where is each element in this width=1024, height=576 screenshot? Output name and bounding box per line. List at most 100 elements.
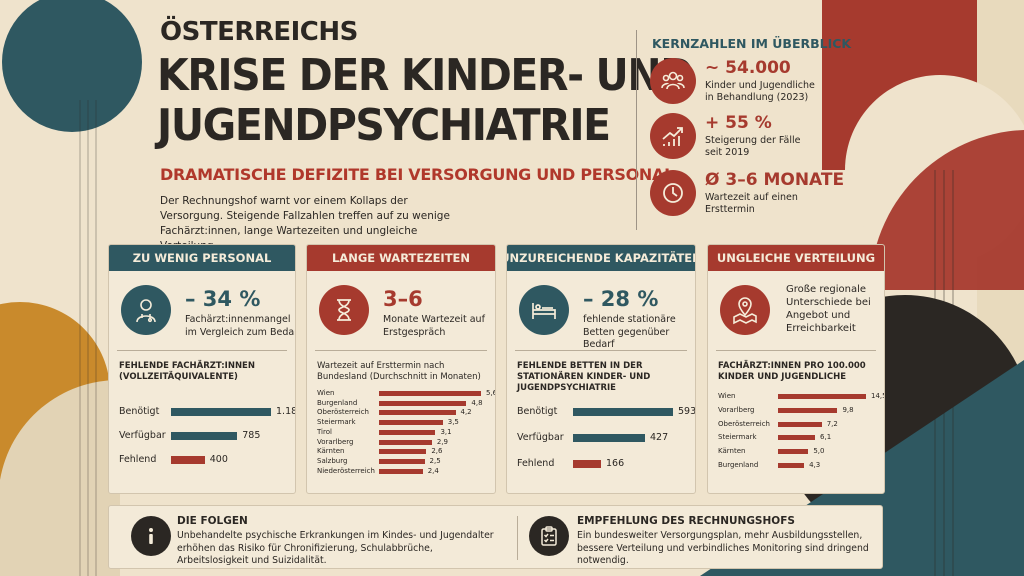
subtitle: DRAMATISCHE DEFIZITE BEI VERSORGUNG UND … xyxy=(160,165,674,184)
bar-category-label: Vorarlberg xyxy=(317,437,354,446)
bar-category-label: Tirol xyxy=(317,427,332,436)
bar-row: Tirol 3,1 xyxy=(317,427,487,437)
bar xyxy=(171,408,271,416)
bar-category-label: Wien xyxy=(718,392,736,400)
bar-category-label: Burgenland xyxy=(718,461,759,469)
card-wait-times: LANGE WARTEZEITEN 3–6 Monate Wartezeit a… xyxy=(306,244,496,494)
bar-value-label: 2,4 xyxy=(427,466,439,475)
key-figure-value: Ø 3–6 MONATE xyxy=(705,170,845,190)
consequences-title: DIE FOLGEN xyxy=(177,515,248,527)
bar-row: Burgenland 4,3 xyxy=(718,460,884,470)
bar-category-label: Niederösterreich xyxy=(317,466,375,475)
bar-row: Steiermark 6,1 xyxy=(718,432,884,442)
bar-row: Benötigt 593 xyxy=(517,405,695,419)
chart-title: FACHÄRZT:INNEN PRO 100.000 KINDER UND JU… xyxy=(718,361,866,382)
bar-row: Niederösterreich 2,4 xyxy=(317,466,487,476)
bar-row: Vorarlberg 9,8 xyxy=(718,405,884,415)
card-header: LANGE WARTEZEITEN xyxy=(307,245,495,271)
card-header: UNGLEICHE VERTEILUNG xyxy=(708,245,884,271)
chart-title: Wartezeit auf Ersttermin nach Bundesland… xyxy=(317,361,481,382)
card-header: UNZUREICHENDE KAPAZITÄTEN xyxy=(507,245,695,271)
bar-value-label: 4,8 xyxy=(471,398,483,407)
consequences-text: Unbehandelte psychische Erkrankungen im … xyxy=(177,530,494,566)
bar xyxy=(379,468,423,474)
bar-row: Steiermark 3,5 xyxy=(317,417,487,427)
bar-value-label: 5,6 xyxy=(486,389,495,397)
hourglass-icon xyxy=(319,285,369,335)
bar-category-label: Steiermark xyxy=(718,433,757,442)
bar-value-label: 3,5 xyxy=(447,418,459,427)
bar-category-label: Kärnten xyxy=(718,447,746,456)
bar-category-label: Burgenland xyxy=(317,398,358,407)
bar-category-label: Benötigt xyxy=(517,406,558,417)
card-value: – 28 % xyxy=(583,287,659,311)
info-icon xyxy=(131,516,171,556)
bar-value-label: 4,2 xyxy=(460,408,472,417)
bottom-info-bar: DIE FOLGEN Unbehandelte psychische Erkra… xyxy=(108,505,883,569)
recommendation-text: Ein bundesweiter Versorgungsplan, mehr A… xyxy=(577,530,869,566)
card-value: 3–6 xyxy=(383,287,423,311)
bottom-divider xyxy=(517,516,518,560)
bar-row: Burgenland 4,8 xyxy=(317,398,487,408)
bar xyxy=(379,410,456,416)
doctor-icon xyxy=(121,285,171,335)
bar-category-label: Fehlend xyxy=(119,454,157,465)
bar-category-label: Verfügbar xyxy=(119,430,166,441)
bar-category-label: Verfügbar xyxy=(517,432,564,443)
bar-value-label: 14,5 xyxy=(871,392,884,400)
bar-row: Oberösterreich 7,2 xyxy=(718,419,884,429)
bar xyxy=(171,456,205,464)
trend-up-icon xyxy=(650,113,696,159)
bar-category-label: Vorarlberg xyxy=(718,405,755,414)
bar-value-label: 2,6 xyxy=(431,447,443,456)
bar-row: Wien 14,5 xyxy=(718,391,884,401)
bar-value-label: 4,3 xyxy=(809,461,821,469)
bar xyxy=(379,400,467,406)
bar xyxy=(379,439,432,445)
bar-category-label: Salzburg xyxy=(317,456,348,465)
bar-value-label: 3,1 xyxy=(440,427,452,436)
bar-value-label: 427 xyxy=(650,432,669,443)
bar xyxy=(379,391,481,396)
bar xyxy=(573,460,601,468)
card-divider xyxy=(716,350,876,351)
card-value: – 34 % xyxy=(185,287,261,311)
bar xyxy=(171,432,238,440)
bar-value-label: 593 xyxy=(678,406,696,417)
bar-value-label: 1.185 xyxy=(276,406,295,417)
key-figures-divider xyxy=(636,30,637,230)
card-distribution: UNGLEICHE VERTEILUNG Große regionale Unt… xyxy=(707,244,885,494)
recommendation-title: EMPFEHLUNG DES RECHNUNGSHOFS xyxy=(577,515,795,527)
bar-category-label: Fehlend xyxy=(517,458,555,469)
card-capacity: UNZUREICHENDE KAPAZITÄTEN – 28 % fehlend… xyxy=(506,244,696,494)
card-staff: ZU WENIG PERSONAL – 34 % Fachärzt:innenm… xyxy=(108,244,296,494)
bed-icon xyxy=(519,285,569,335)
bar-row: Wien 5,6 xyxy=(317,388,495,398)
bar-row: Oberösterreich 4,2 xyxy=(317,407,487,417)
card-divider xyxy=(515,350,687,351)
bar-value-label: 166 xyxy=(605,458,625,469)
bar-value-label: 9,8 xyxy=(842,405,854,414)
key-figure-description: Wartezeit auf einen Ersttermin xyxy=(705,192,798,215)
kicker-title: ÖSTERREICHS xyxy=(160,17,358,47)
bar-row: Fehlend 166 xyxy=(517,457,687,471)
bar-category-label: Steiermark xyxy=(317,418,356,427)
bar-value-label: 2,9 xyxy=(436,437,448,446)
main-title-line-2: JUGENDPSYCHIATRIE xyxy=(157,100,611,151)
bar-row: Fehlend 400 xyxy=(119,453,289,467)
bar xyxy=(379,458,425,464)
bar-value-label: 6,1 xyxy=(820,433,832,442)
bar xyxy=(379,420,443,426)
bar-value-label: 785 xyxy=(242,430,261,441)
bar xyxy=(778,407,838,413)
bar-value-label: 400 xyxy=(209,454,228,465)
key-figure-value: ~ 54.000 xyxy=(705,58,791,78)
bar-category-label: Oberösterreich xyxy=(718,419,770,428)
bar-category-label: Benötigt xyxy=(119,406,160,417)
bar-row: Kärnten 2,6 xyxy=(317,446,487,456)
bar xyxy=(379,449,427,455)
key-figure-value: + 55 % xyxy=(705,113,772,133)
key-figure-description: Steigerung der Fälle seit 2019 xyxy=(705,135,801,158)
card-description: Große regionale Unterschiede bei Angebot… xyxy=(786,284,871,334)
bar-row: Salzburg 2,5 xyxy=(317,456,487,466)
